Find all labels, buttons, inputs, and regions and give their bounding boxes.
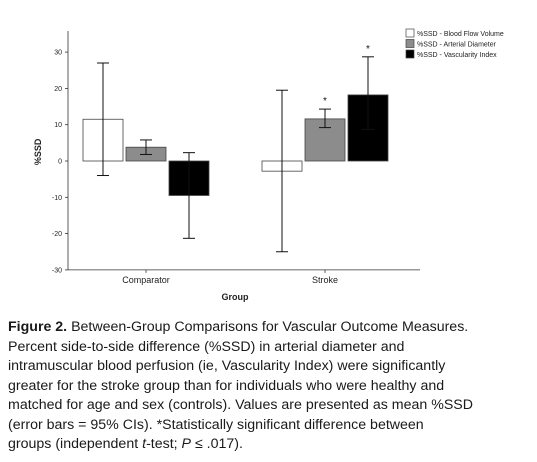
error-bars: ** — [97, 44, 374, 253]
y-tick-label: -20 — [52, 231, 62, 238]
caption-text: groups (independent — [8, 436, 143, 452]
caption-italic-p: P — [181, 436, 192, 452]
y-tick-label: 20 — [54, 86, 62, 93]
caption-line-3: intramuscular blood perfusion (ie, Vascu… — [8, 358, 446, 374]
bars — [82, 94, 389, 196]
legend-swatch — [405, 28, 415, 38]
legend-label: %SSD - Blood Flow Volume — [417, 31, 504, 38]
y-axis-title: %SSD — [33, 138, 43, 165]
caption-line-2: Percent side-to-side difference (%SSD) i… — [8, 338, 405, 355]
y-tick-label: 0 — [58, 159, 62, 166]
bar-chart: -30 -20 -10 0 10 20 30 %SSD Group Comparator Strok… — [33, 28, 504, 302]
figure-label: Figure 2. — [8, 319, 68, 335]
legend-label: %SSD - Arterial Diameter — [417, 42, 497, 49]
significance-marker: * — [323, 96, 327, 107]
legend-label: %SSD - Vascularity Index — [417, 52, 497, 59]
legend-swatch — [405, 39, 415, 48]
y-tick-label: -10 — [52, 195, 62, 202]
axes: -30 -20 -10 0 10 20 30 %SSD Group Comparator Strok… — [33, 30, 420, 302]
caption-line-6: (error bars = 95% CIs). *Statistically s… — [8, 416, 424, 433]
legend-swatch — [405, 49, 415, 59]
x-tick-label: Comparator — [122, 275, 170, 285]
caption-text: ≤ .017). — [191, 436, 243, 452]
caption-line-1: Figure 2. Between-Group Comparisons for … — [8, 318, 532, 338]
figure-caption: Figure 2. Between-Group Comparisons for … — [8, 318, 532, 455]
y-tick-label: 10 — [54, 122, 62, 129]
caption-line-5: matched for age and sex (controls). Valu… — [8, 397, 474, 413]
legend: %SSD - Blood Flow Volume %SSD - Arterial … — [405, 28, 504, 59]
significance-marker: * — [366, 44, 370, 55]
caption-text: -test; — [146, 436, 182, 452]
y-tick-label: -30 — [52, 267, 62, 274]
x-tick-label: Stroke — [312, 275, 338, 285]
caption-line-4: greater for the stroke group than for in… — [8, 377, 445, 394]
caption-line-7: groups (independent t-test; P ≤ .017). — [8, 435, 532, 455]
x-axis-title: Group — [222, 292, 249, 302]
caption-italic-t: t — [142, 436, 147, 452]
figure-title: Between-Group Comparisons for Vascular O… — [67, 319, 469, 335]
y-tick-label: 30 — [54, 50, 62, 57]
